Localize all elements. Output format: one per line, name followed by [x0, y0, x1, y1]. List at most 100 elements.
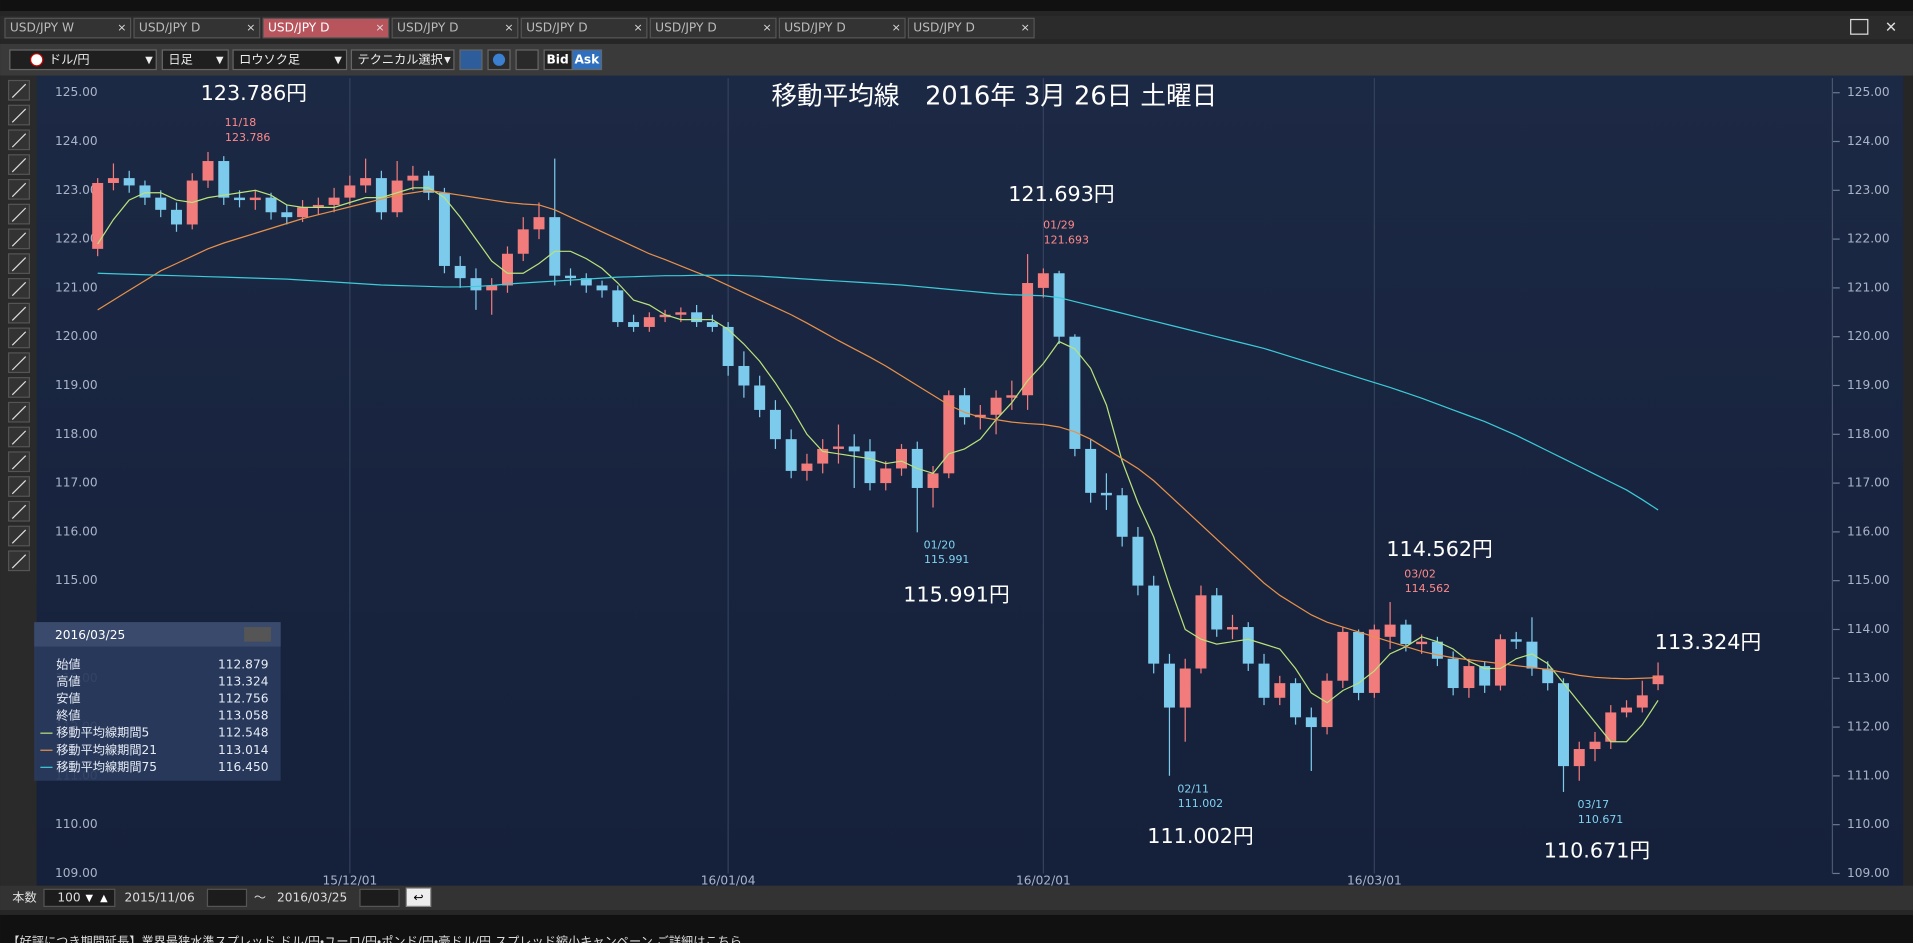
annotation-date: 03/17 [1577, 798, 1609, 811]
candle-body [848, 446, 860, 452]
candle-body [454, 265, 466, 279]
menu-bar [0, 0, 1913, 11]
count-up[interactable]: ▲ [100, 893, 108, 904]
count-down[interactable]: ▼ [85, 893, 93, 904]
tool-glyph [11, 356, 27, 371]
info-value: 113.058 [218, 709, 268, 723]
legend-label: 移動平均線期間75 [56, 759, 157, 774]
info-value: 113.014 [218, 743, 269, 757]
tool-glyph [11, 306, 27, 321]
candle-body [486, 285, 498, 291]
candle-body [360, 178, 372, 186]
info-panel-toggle[interactable] [244, 627, 271, 642]
tool-glyph [11, 504, 27, 520]
style-select[interactable] [232, 49, 348, 71]
candle-body [1605, 712, 1617, 742]
tab-close[interactable]: × [504, 21, 513, 34]
candle-body [1621, 707, 1633, 713]
candle-body [1006, 395, 1018, 398]
annotation-price: 123.786 [225, 131, 270, 144]
tab[interactable] [520, 17, 648, 39]
candle-body [218, 161, 230, 198]
tab-close[interactable]: × [117, 21, 126, 34]
tab-close[interactable]: × [375, 21, 384, 34]
dropdown-arrow: ▼ [334, 55, 342, 66]
candle-body [1431, 641, 1443, 659]
ask-button[interactable] [571, 49, 603, 71]
tab-close[interactable]: × [1021, 21, 1030, 34]
tab[interactable] [4, 17, 132, 39]
annotation-date: 03/02 [1404, 568, 1436, 581]
candle-body [785, 439, 797, 471]
y-tick-label: 115.00 [1847, 573, 1890, 587]
candle-body [1227, 627, 1238, 630]
tab[interactable] [778, 17, 906, 39]
tab[interactable] [262, 17, 390, 39]
candle-body [1022, 283, 1034, 396]
annotation-price-label: 110.671円 [1544, 839, 1650, 863]
y-tick-label: 125.00 [1847, 85, 1890, 99]
ticker-bar [0, 914, 1913, 943]
tool-glyph [11, 83, 27, 99]
candle-body [438, 192, 450, 266]
tab-label: USD/JPY D [268, 21, 330, 35]
tab-label: USD/JPY D [397, 21, 459, 35]
candle-body [927, 473, 939, 488]
candle-body [1542, 668, 1554, 684]
style-label: ロウソク足 [239, 52, 300, 66]
annotation-price-label: 121.693円 [1008, 182, 1114, 206]
tab-close[interactable]: × [246, 21, 255, 34]
info-rows: 始値 112.879 高値 113.324 安値 112.756 終値 113.058 移動平均… [40, 656, 269, 774]
draw-button[interactable] [459, 49, 483, 71]
to-input[interactable] [359, 888, 400, 908]
tool-glyph [11, 430, 27, 445]
candle-body [549, 217, 561, 276]
to-date: 2016/03/25 [277, 890, 347, 904]
candle-body [1179, 668, 1191, 708]
tab-close[interactable]: × [633, 21, 642, 34]
tool-glyph [11, 257, 27, 272]
reset-button[interactable] [405, 887, 432, 908]
close-button[interactable]: ✕ [1885, 19, 1897, 36]
info-label: 終値 [56, 708, 80, 723]
period-select[interactable] [161, 49, 229, 71]
tool-glyph [11, 281, 27, 297]
tab[interactable] [649, 17, 777, 39]
tab[interactable] [907, 17, 1035, 39]
tool-glyph [11, 405, 27, 420]
maximize-button[interactable] [1850, 18, 1869, 35]
y-tick-label: 117.00 [1847, 476, 1890, 490]
candle-body [675, 312, 687, 315]
pair-select[interactable] [9, 49, 157, 71]
info-label: 高値 [56, 673, 80, 688]
info-panel-header [34, 622, 281, 647]
y-tick-label-left: 125.00 [55, 85, 98, 99]
candle-body [1116, 495, 1128, 537]
candle-body [1163, 663, 1175, 708]
candle-body [533, 217, 545, 230]
tool-glyph [11, 133, 27, 148]
x-tick-label: 16/02/01 [1016, 873, 1071, 887]
from-input[interactable] [206, 888, 248, 908]
count-input[interactable] [43, 888, 116, 908]
candle-body [754, 385, 766, 410]
chart-type-button[interactable] [515, 49, 539, 71]
candle-body [123, 178, 135, 186]
candle-body [738, 365, 750, 386]
candle-body [817, 448, 829, 464]
annotation-price: 121.693 [1044, 233, 1089, 246]
tab-close[interactable]: × [892, 21, 901, 34]
tab-close[interactable]: × [763, 21, 772, 34]
tab[interactable] [391, 17, 519, 39]
y-tick-label: 120.00 [1847, 329, 1890, 343]
candle-body [470, 278, 482, 291]
candle-body [1353, 631, 1365, 693]
info-label: 安値 [56, 691, 80, 706]
technical-select[interactable] [350, 49, 455, 71]
tab[interactable] [133, 17, 261, 39]
ask-label: Ask [574, 52, 600, 66]
candle-body [943, 395, 955, 474]
y-tick-label-left: 110.00 [55, 817, 98, 831]
candle-body [1211, 595, 1223, 630]
